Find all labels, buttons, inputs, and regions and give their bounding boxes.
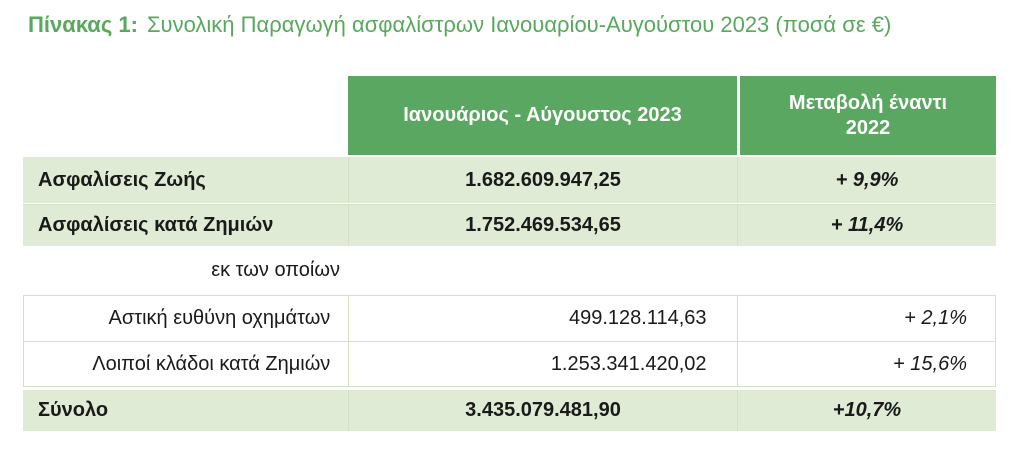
table-row-other-nonlife: Λοιποί κλάδοι κατά Ζημιών 1.253.341.420,… <box>24 341 995 386</box>
row-label: Αστική ευθύνη οχημάτων <box>108 307 331 329</box>
premium-production-table: Ιανουάριος - Αύγουστος 2023 Μεταβολή ένα… <box>23 76 996 431</box>
table-header-row: Ιανουάριος - Αύγουστος 2023 Μεταβολή ένα… <box>23 76 996 155</box>
row-label: Ασφαλίσεις Ζωής <box>38 168 206 191</box>
row-change: + 11,4% <box>737 205 996 246</box>
table-caption-number: Πίνακας 1: <box>28 12 138 37</box>
row-value: 1.253.341.420,02 <box>348 342 736 386</box>
sub-rows-section: Αστική ευθύνη οχημάτων 499.128.114,63 + … <box>23 295 996 387</box>
subheader-spacer <box>737 246 996 295</box>
header-spacer-cell <box>23 76 348 155</box>
row-value: 499.128.114,63 <box>348 296 736 341</box>
row-label: Λοιποί κλάδοι κατά Ζημιών <box>92 352 331 375</box>
table-caption-text: Συνολική Παραγωγή ασφαλίστρων Ιανουαρίου… <box>146 12 892 37</box>
row-change: + 15,6% <box>736 342 995 386</box>
table-row-motor-liability: Αστική ευθύνη οχημάτων 499.128.114,63 + … <box>24 296 995 341</box>
total-value: 3.435.079.481,90 <box>348 390 737 431</box>
row-change: + 2,1% <box>736 296 995 341</box>
column-header-change: Μεταβολή έναντι 2022 <box>737 76 996 155</box>
subheader-spacer <box>348 246 737 295</box>
total-label: Σύνολο <box>38 399 109 421</box>
table-row-total: Σύνολο 3.435.079.481,90 +10,7% <box>23 390 996 431</box>
row-value: 1.752.469.534,65 <box>348 205 737 246</box>
table-row-life: Ασφαλίσεις Ζωής 1.682.609.947,25 + 9,9% <box>23 157 996 203</box>
total-change: +10,7% <box>737 390 996 431</box>
row-change: + 9,9% <box>737 157 996 203</box>
table-row-nonlife: Ασφαλίσεις κατά Ζημιών 1.752.469.534,65 … <box>23 204 996 246</box>
table-caption: Πίνακας 1: Συνολική Παραγωγή ασφαλίστρων … <box>28 12 891 38</box>
row-value: 1.682.609.947,25 <box>348 157 737 203</box>
row-label: Ασφαλίσεις κατά Ζημιών <box>38 214 274 236</box>
subheader-row: εκ των οποίων <box>23 246 996 295</box>
column-header-period: Ιανουάριος - Αύγουστος 2023 <box>348 76 737 155</box>
subheader-label: εκ των οποίων <box>211 259 340 281</box>
